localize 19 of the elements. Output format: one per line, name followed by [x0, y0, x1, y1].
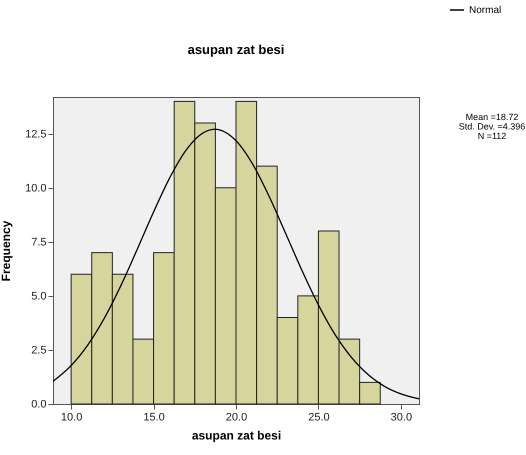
x-tick-label: 25.0: [308, 412, 330, 424]
chart-title: asupan zat besi: [188, 42, 284, 57]
text: N =112: [478, 131, 506, 141]
y-tick-label: 10.0: [25, 182, 46, 194]
x-tick-label: 20.0: [226, 412, 248, 424]
y-axis-title: Frequency: [0, 220, 14, 282]
text: Mean =18.72: [466, 112, 518, 122]
x-tick-label: 10.0: [60, 412, 82, 424]
x-axis-title: asupan zat besi: [192, 428, 282, 442]
y-tick-label: 12.5: [25, 128, 46, 140]
line-series: [53, 128, 419, 400]
y-tick-label: 5.0: [31, 290, 46, 302]
y-tick-label: 7.5: [31, 236, 46, 248]
x-tick-label: 30.0: [390, 412, 412, 424]
y-tick-label: 2.5: [31, 344, 46, 356]
x-tick-label: 15.0: [143, 412, 165, 424]
legend-label: Normal: [469, 5, 502, 16]
y-tick-label: 0.0: [31, 398, 46, 410]
text: Std. Dev. =4.396: [458, 122, 526, 132]
